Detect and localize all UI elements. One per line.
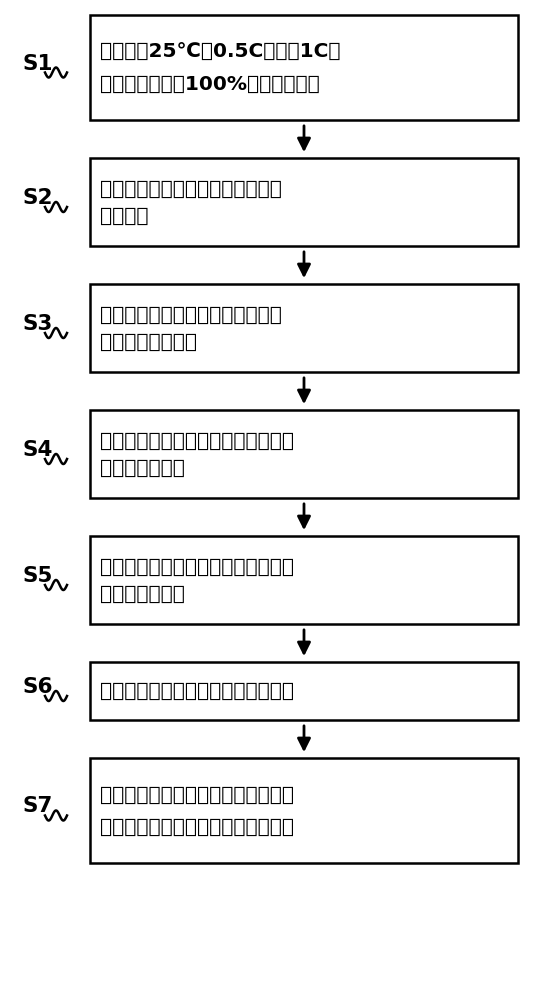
Text: S3: S3 (23, 314, 53, 334)
Text: 测试不同放电电流对容量衰减速率的: 测试不同放电电流对容量衰减速率的 (100, 432, 294, 451)
Text: 放电电流影响值: 放电电流影响值 (100, 459, 185, 478)
Bar (90, 15, 518, 120)
Text: S1: S1 (23, 53, 53, 74)
Text: S4: S4 (23, 440, 53, 460)
Text: 测试不同放电深度对容量衰减速率的: 测试不同放电深度对容量衰减速率的 (100, 558, 294, 577)
Text: 确定动力电池容量衰减的容量目标值: 确定动力电池容量衰减的容量目标值 (100, 682, 294, 700)
Bar (90, 536, 518, 624)
Bar (90, 410, 518, 498)
Bar (90, 158, 518, 246)
Text: S6: S6 (23, 677, 53, 697)
Bar (90, 284, 518, 372)
Text: 建立动力电池容量衰减模型，计算充: 建立动力电池容量衰减模型，计算充 (100, 786, 294, 805)
Text: 电、放电深度为100%的容量初始值: 电、放电深度为100%的容量初始值 (100, 75, 320, 94)
Text: S5: S5 (23, 566, 53, 586)
Text: 的充电电流影响值: 的充电电流影响值 (100, 333, 197, 352)
Text: 测试不同温度对容量衰减速率的温: 测试不同温度对容量衰减速率的温 (100, 180, 282, 199)
Text: S7: S7 (23, 796, 53, 816)
Text: 测试温度25℃、0.5C充电、1C放: 测试温度25℃、0.5C充电、1C放 (100, 43, 341, 62)
Bar (90, 758, 518, 863)
Text: 测试不同充电电流对容量衰减速率: 测试不同充电电流对容量衰减速率 (100, 306, 282, 325)
Text: S2: S2 (23, 188, 53, 208)
Text: 放电深度影响值: 放电深度影响值 (100, 585, 185, 604)
Text: 度影响值: 度影响值 (100, 207, 148, 226)
Bar (90, 662, 518, 720)
Text: 电时或者放电时动力电池的循环次数: 电时或者放电时动力电池的循环次数 (100, 818, 294, 837)
